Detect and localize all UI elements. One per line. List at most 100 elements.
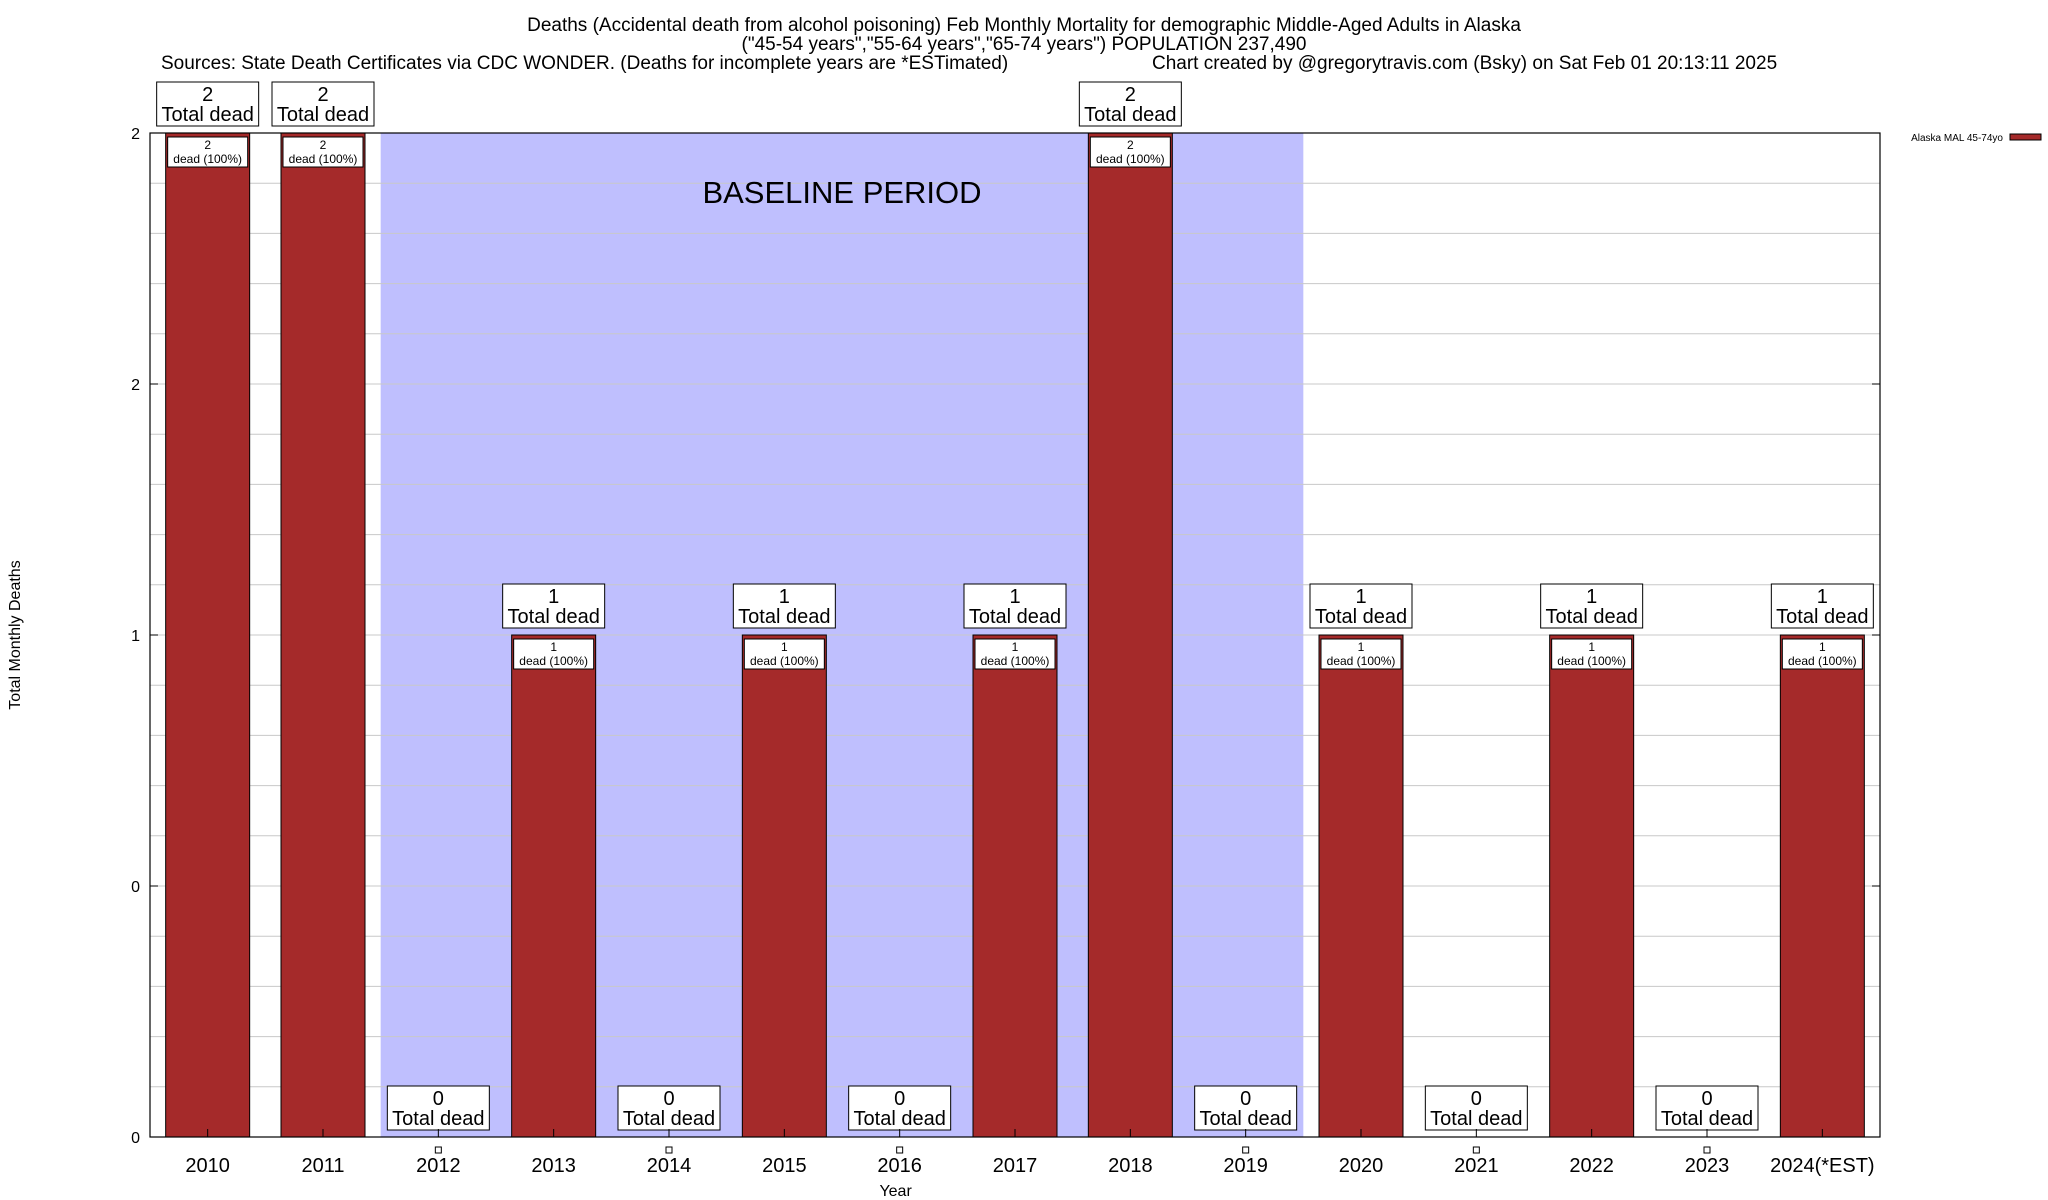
bar-inner-value: 2	[1127, 138, 1134, 152]
total-label-value: 1	[1355, 586, 1366, 608]
legend-swatch	[2009, 133, 2042, 141]
bar-inner-label: dead (100%)	[981, 654, 1050, 668]
total-label-value: 1	[1586, 586, 1597, 608]
bar-inner-label-box	[282, 136, 364, 168]
total-label-box	[502, 583, 606, 629]
chart-title: Deaths (Accidental death from alcohol po…	[527, 15, 1521, 36]
total-label-text: Total dead	[1200, 1108, 1292, 1130]
total-label-text: Total dead	[738, 606, 830, 628]
zero-marker	[1242, 1146, 1250, 1154]
y-tick-label: 2	[131, 126, 140, 143]
total-label-text: Total dead	[1776, 606, 1868, 628]
total-label-text: Total dead	[1430, 1108, 1522, 1130]
zero-marker	[1472, 1146, 1480, 1154]
y-tick-label: 0	[131, 1130, 140, 1147]
bar-inner-value: 1	[1588, 640, 1595, 654]
x-tick-label: 2016	[877, 1155, 922, 1177]
total-label-value: 1	[1817, 586, 1828, 608]
bar-inner-label: dead (100%)	[750, 654, 819, 668]
total-label-box	[1424, 1085, 1528, 1131]
zero-marker	[1703, 1146, 1711, 1154]
x-tick-label: 2013	[531, 1155, 576, 1177]
total-label-text: Total dead	[854, 1108, 946, 1130]
x-tick-label: 2011	[301, 1155, 344, 1177]
bar-inner-value: 1	[1819, 640, 1826, 654]
bar	[1779, 634, 1865, 1138]
y-tick-label: 0	[131, 879, 140, 896]
chart-subtitle: ("45-54 years","55-64 years","65-74 year…	[741, 34, 1307, 55]
bar-inner-label-box	[167, 136, 249, 168]
x-tick-label: 2023	[1685, 1155, 1730, 1177]
total-label-value: 0	[1701, 1088, 1712, 1110]
x-tick-label: 2014	[647, 1155, 692, 1177]
zero-marker	[665, 1146, 673, 1154]
total-label-value: 0	[1471, 1088, 1482, 1110]
bar	[280, 132, 366, 1138]
total-label-value: 0	[1240, 1088, 1251, 1110]
bar	[741, 634, 827, 1138]
total-label-value: 0	[663, 1088, 674, 1110]
y-axis-title: Total Monthly Deaths	[7, 560, 24, 709]
total-label-box	[1309, 583, 1413, 629]
total-label-box	[1770, 583, 1874, 629]
x-tick-label: 2017	[993, 1155, 1038, 1177]
x-tick-label: 2012	[416, 1155, 461, 1177]
bar-inner-label-box	[1551, 638, 1633, 670]
total-label-box	[732, 583, 836, 629]
bar-inner-value: 1	[1012, 640, 1019, 654]
total-label-box	[1194, 1085, 1298, 1131]
total-label-box	[1540, 583, 1644, 629]
total-label-text: Total dead	[1084, 104, 1176, 126]
bar-inner-value: 1	[550, 640, 557, 654]
total-label-box	[848, 1085, 952, 1131]
total-label-box	[1078, 81, 1182, 127]
x-tick-label: 2015	[762, 1155, 807, 1177]
legend-label: Alaska MAL 45-74yo	[1911, 133, 2003, 144]
bar	[1549, 634, 1635, 1138]
total-label-text: Total dead	[508, 606, 600, 628]
bar-inner-label: dead (100%)	[289, 152, 358, 166]
x-tick-label: 2020	[1339, 1155, 1384, 1177]
total-label-value: 0	[433, 1088, 444, 1110]
total-label-value: 2	[317, 84, 328, 106]
y-tick-label: 2	[131, 377, 140, 394]
bar-inner-label-box	[743, 638, 825, 670]
total-label-text: Total dead	[392, 1108, 484, 1130]
zero-marker	[896, 1146, 904, 1154]
bar-inner-label: dead (100%)	[1557, 654, 1626, 668]
bar-inner-label-box	[513, 638, 595, 670]
baseline-period-label: BASELINE PERIOD	[702, 175, 981, 210]
y-tick-label: 1	[131, 628, 140, 645]
sources-note: Sources: State Death Certificates via CD…	[161, 53, 1009, 74]
bar	[165, 132, 251, 1138]
bar	[972, 634, 1058, 1138]
bar-inner-label: dead (100%)	[1788, 654, 1857, 668]
bar-inner-value: 2	[204, 138, 211, 152]
bar-inner-label: dead (100%)	[1096, 152, 1165, 166]
total-label-text: Total dead	[1661, 1108, 1753, 1130]
bar-inner-value: 2	[320, 138, 327, 152]
total-label-value: 0	[894, 1088, 905, 1110]
x-axis-title: Year	[879, 1183, 912, 1200]
total-label-value: 2	[202, 84, 213, 106]
total-label-text: Total dead	[1546, 606, 1638, 628]
total-label-text: Total dead	[623, 1108, 715, 1130]
total-label-value: 1	[1009, 586, 1020, 608]
bar	[1318, 634, 1404, 1138]
x-tick-label: 2010	[185, 1155, 230, 1177]
bar-inner-value: 1	[781, 640, 788, 654]
total-label-box	[963, 583, 1067, 629]
bar-inner-value: 1	[1358, 640, 1365, 654]
x-tick-label: 2021	[1454, 1155, 1499, 1177]
bar	[1087, 132, 1173, 1138]
plot-frame	[149, 132, 1881, 1138]
bar-inner-label-box	[1781, 638, 1863, 670]
total-label-text: Total dead	[162, 104, 254, 126]
bar-inner-label: dead (100%)	[1327, 654, 1396, 668]
x-tick-label: 2022	[1569, 1155, 1614, 1177]
x-tick-label: 2018	[1108, 1155, 1153, 1177]
total-label-value: 1	[779, 586, 790, 608]
total-label-box	[271, 81, 375, 127]
total-label-box	[1655, 1085, 1759, 1131]
